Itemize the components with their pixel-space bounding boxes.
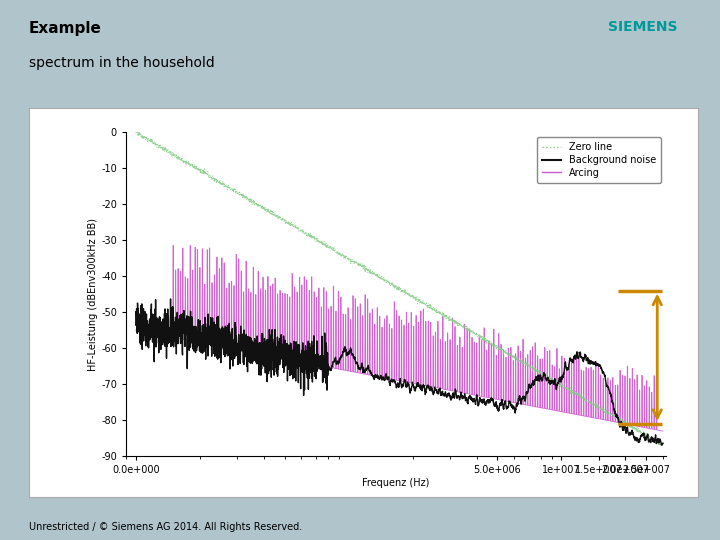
X-axis label: Frequenz (Hz): Frequenz (Hz) [362, 478, 430, 488]
Legend: Zero line, Background noise, Arcing: Zero line, Background noise, Arcing [537, 137, 661, 183]
Text: SIEMENS: SIEMENS [608, 21, 678, 35]
Y-axis label: HF-Leistung (dBEnv300kHz BB): HF-Leistung (dBEnv300kHz BB) [89, 218, 99, 371]
Text: spectrum in the household: spectrum in the household [29, 56, 215, 70]
Text: Unrestricted / © Siemens AG 2014. All Rights Reserved.: Unrestricted / © Siemens AG 2014. All Ri… [29, 522, 302, 532]
Text: Example: Example [29, 22, 102, 36]
